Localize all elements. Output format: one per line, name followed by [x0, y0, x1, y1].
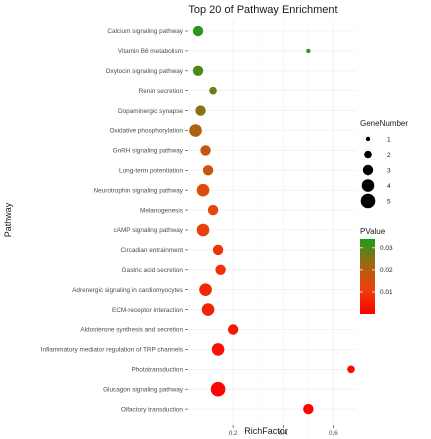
- data-point: [227, 324, 239, 335]
- colorbar-tick-label: 0.02: [380, 267, 393, 274]
- y-category-label: Aldosterone synthesis and secretion: [80, 327, 183, 334]
- size-legend-dot: [365, 136, 371, 142]
- data-point: [306, 48, 311, 54]
- size-legend-label: 5: [387, 198, 391, 205]
- data-point: [347, 365, 355, 374]
- data-point: [209, 86, 217, 95]
- data-point: [207, 204, 219, 216]
- colorbar-tick-label: 0.03: [380, 245, 393, 252]
- x-axis-ticks: 0.2 0.4 0.6: [229, 425, 338, 437]
- y-category-label: Glucagon signaling pathway: [103, 386, 184, 393]
- colorbar-tick-label: 0.01: [380, 289, 393, 296]
- plot-panel: [188, 20, 356, 439]
- y-category-label: Oxytocin signaling pathway: [106, 68, 184, 75]
- size-legend-dot: [360, 193, 376, 209]
- y-category-label: Long-term potentiation: [119, 168, 183, 175]
- y-category-label: Inflammatory mediator regulation of TRP …: [41, 347, 183, 354]
- x-tick-label: 0.4: [279, 430, 288, 437]
- data-point: [196, 183, 210, 197]
- x-tick-label: 0.6: [329, 430, 338, 437]
- y-category-label: GnRH signaling pathway: [113, 148, 184, 155]
- data-point: [212, 244, 224, 256]
- y-category-label: Gastric acid secretion: [122, 267, 184, 274]
- gene-number-legend: GeneNumber 1 2 3 4 5: [360, 119, 408, 209]
- y-category-label: Adrenergic signaling in cardiomyocytes: [72, 287, 183, 294]
- chart-title: Top 20 of Pathway Enrichment: [188, 4, 337, 16]
- y-category-label: Melanogenesis: [140, 207, 183, 214]
- size-legend-label: 3: [387, 167, 391, 174]
- size-legend-dot: [362, 164, 374, 176]
- data-point: [199, 283, 212, 297]
- y-category-label: ECM-receptor interaction: [112, 307, 183, 314]
- pvalue-legend: PValue 0.01 0.02 0.03: [360, 227, 393, 314]
- size-legend-dot: [364, 150, 372, 159]
- data-point: [200, 145, 211, 156]
- y-axis-category-labels: Calcium signaling pathway Vitamin B6 meta…: [41, 28, 188, 413]
- grid-lines: [188, 20, 356, 439]
- y-category-label: Renin secretion: [139, 88, 184, 95]
- data-point: [196, 223, 210, 237]
- y-category-label: Dopaminergic synapse: [118, 108, 183, 115]
- data-point: [192, 25, 204, 37]
- y-category-label: Phototransduction: [131, 367, 183, 374]
- size-legend-label: 2: [387, 152, 391, 159]
- y-category-label: Olfactory transduction: [121, 406, 184, 413]
- y-category-label: Calcium signaling pathway: [107, 28, 183, 35]
- data-point: [215, 264, 226, 275]
- data-point: [195, 105, 206, 116]
- size-legend-label: 4: [387, 183, 391, 190]
- size-legend-title: GeneNumber: [360, 119, 408, 128]
- data-point: [192, 65, 204, 77]
- size-legend-dot: [361, 179, 375, 192]
- data-point: [211, 343, 225, 356]
- data-point: [202, 165, 214, 176]
- y-category-label: Neurotrophin signaling pathway: [93, 187, 183, 194]
- x-axis-title: RichFactor: [244, 426, 288, 436]
- y-category-label: Circadian entrainment: [120, 247, 183, 254]
- y-category-label: cAMP signaling pathway: [113, 227, 183, 234]
- y-category-label: Vitamin B6 metabolism: [118, 48, 183, 55]
- data-point: [210, 381, 226, 397]
- data-point: [201, 303, 215, 316]
- size-legend-label: 1: [387, 136, 391, 143]
- color-legend-title: PValue: [360, 227, 386, 236]
- y-axis-title: Pathway: [3, 202, 13, 237]
- pvalue-colorbar: [360, 239, 375, 314]
- x-tick-label: 0.2: [229, 430, 238, 437]
- y-category-label: Oxidative phosphorylation: [109, 128, 183, 135]
- data-point: [303, 403, 314, 415]
- data-points: [189, 25, 355, 415]
- data-point: [189, 124, 202, 137]
